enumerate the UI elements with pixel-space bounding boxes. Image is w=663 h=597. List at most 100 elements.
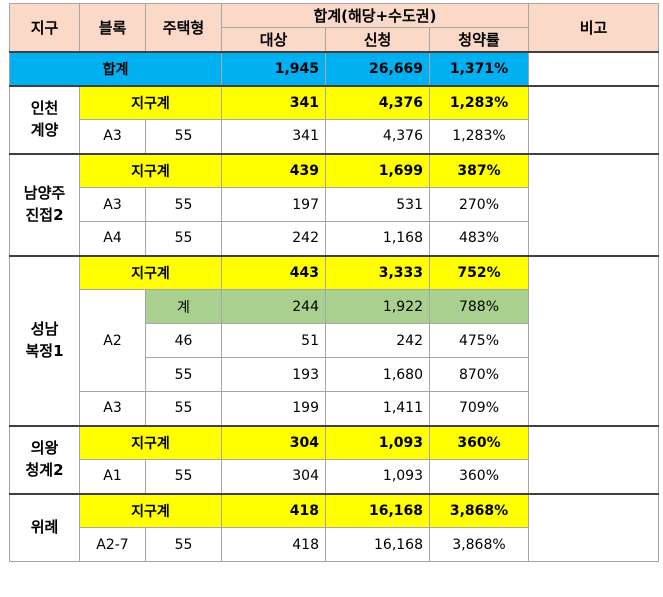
- header-target: 대상: [221, 27, 326, 52]
- grand-total-label: 합계: [9, 50, 222, 86]
- subtotal-applied: 1,093: [325, 424, 430, 460]
- district-subtotal-row: 성남 복정1 지구계 443 3,333 752%: [9, 254, 659, 426]
- block-cell: A4: [79, 221, 146, 256]
- rate-cell: 475%: [429, 323, 529, 358]
- subtotal-rate: 752%: [429, 254, 529, 290]
- district-name: 성남 복정1: [9, 254, 80, 426]
- subtotal-target: 304: [221, 424, 326, 460]
- target-cell: 418: [221, 527, 326, 562]
- subtotal-label: 지구계: [79, 424, 222, 460]
- subtotal-target: 341: [221, 84, 326, 120]
- subtotal-label: 지구계: [79, 152, 222, 188]
- subtotal-label: 지구계: [79, 254, 222, 290]
- district-name: 위례: [9, 492, 80, 562]
- type-cell: 55: [145, 119, 222, 154]
- subtotal-rate: 3,868%: [429, 492, 529, 528]
- grand-total-target: 1,945: [221, 50, 326, 86]
- subtotal-rate: 1,283%: [429, 84, 529, 120]
- grand-total-applied: 26,669: [325, 50, 430, 86]
- subtotal-label: 지구계: [79, 84, 222, 120]
- type-cell: 55: [145, 459, 222, 494]
- rate-cell: 1,283%: [429, 119, 529, 154]
- subtotal-applied: 1,699: [325, 152, 430, 188]
- table-row: A2-7 55 418 16,168 3,868%: [10, 527, 659, 562]
- type-cell: 55: [145, 221, 222, 256]
- note-cell: [528, 84, 659, 154]
- subtotal-label: 지구계: [79, 492, 222, 528]
- table-row: 46 51 242 475%: [10, 323, 659, 358]
- grand-total-row: 합계 1,945 26,669 1,371%: [9, 50, 659, 86]
- target-cell: 51: [221, 323, 326, 358]
- district-subtotal-row: 위례 지구계 418 16,168 3,868%: [9, 492, 659, 562]
- rate-cell: 360%: [429, 459, 529, 494]
- target-cell: 193: [221, 357, 326, 392]
- applied-cell: 531: [325, 187, 430, 222]
- type-cell: 46: [145, 323, 222, 358]
- subtotal-applied: 16,168: [325, 492, 430, 528]
- grand-total-rate: 1,371%: [429, 50, 529, 86]
- subtotal-rate: 360%: [429, 424, 529, 460]
- target-cell: 341: [221, 119, 326, 154]
- subtotal-rate: 387%: [429, 152, 529, 188]
- type-cell: 55: [145, 527, 222, 562]
- applied-cell: 16,168: [325, 527, 430, 562]
- block-cell: A3: [79, 119, 146, 154]
- header-rate: 청약률: [429, 27, 529, 52]
- rate-cell: 870%: [429, 357, 529, 392]
- applied-cell: 242: [325, 323, 430, 358]
- type-cell: 55: [145, 357, 222, 392]
- target-cell: 242: [221, 221, 326, 256]
- subtotal-applied: 3,333: [325, 254, 430, 290]
- block-cell: A3: [79, 391, 146, 426]
- block-cell: A2-7: [79, 527, 146, 562]
- header-note: 비고: [528, 3, 659, 52]
- block-sum-applied: 1,922: [325, 289, 430, 324]
- target-cell: 199: [221, 391, 326, 426]
- rate-cell: 709%: [429, 391, 529, 426]
- note-cell: [528, 424, 659, 494]
- type-cell: 55: [145, 391, 222, 426]
- district-name: 남양주 진접2: [9, 152, 80, 256]
- applied-cell: 1,680: [325, 357, 430, 392]
- applied-cell: 4,376: [325, 119, 430, 154]
- subtotal-target: 443: [221, 254, 326, 290]
- type-cell: 55: [145, 187, 222, 222]
- note-cell: [528, 152, 659, 256]
- applied-cell: 1,168: [325, 221, 430, 256]
- rate-cell: 270%: [429, 187, 529, 222]
- note-cell: [528, 254, 659, 426]
- target-cell: 197: [221, 187, 326, 222]
- note-cell: [528, 492, 659, 562]
- block-cell: A3: [79, 187, 146, 222]
- header-block: 블록: [79, 3, 146, 52]
- subtotal-target: 439: [221, 152, 326, 188]
- district-name: 인천 계양: [9, 84, 80, 154]
- block-sum-label: 계: [145, 289, 222, 324]
- table-row: A3 55 341 4,376 1,283%: [10, 119, 659, 154]
- table-row: A3 55 197 531 270%: [10, 187, 659, 222]
- subtotal-target: 418: [221, 492, 326, 528]
- header-total-group: 합계(해당+수도권): [221, 3, 529, 28]
- note-cell: [528, 50, 659, 86]
- header-district: 지구: [9, 3, 80, 52]
- district-subtotal-row: 남양주 진접2 지구계 439 1,699 387%: [9, 152, 659, 256]
- header-applied: 신청: [325, 27, 430, 52]
- table-row: 55 193 1,680 870%: [10, 357, 659, 392]
- block-cell: A2: [79, 289, 146, 392]
- subtotal-applied: 4,376: [325, 84, 430, 120]
- district-subtotal-row: 의왕 청계2 지구계 304 1,093 360%: [9, 424, 659, 494]
- applied-cell: 1,093: [325, 459, 430, 494]
- rate-cell: 483%: [429, 221, 529, 256]
- block-cell: A1: [79, 459, 146, 494]
- district-name: 의왕 청계2: [9, 424, 80, 494]
- subscription-table-wrapper: 지구 블록 주택형 합계(해당+수도권) 비고 대상 신청 청약률 합계 1,9…: [9, 3, 659, 562]
- target-cell: 304: [221, 459, 326, 494]
- table-row: A4 55 242 1,168 483%: [10, 221, 659, 256]
- block-sum-rate: 788%: [429, 289, 529, 324]
- applied-cell: 1,411: [325, 391, 430, 426]
- block-sum-row: A2 계 244 1,922 788%: [10, 289, 659, 392]
- district-subtotal-row: 인천 계양 지구계 341 4,376 1,283%: [9, 84, 659, 154]
- header-housing-type: 주택형: [145, 3, 222, 52]
- rate-cell: 3,868%: [429, 527, 529, 562]
- subscription-table: 지구 블록 주택형 합계(해당+수도권) 비고 대상 신청 청약률 합계 1,9…: [9, 3, 659, 562]
